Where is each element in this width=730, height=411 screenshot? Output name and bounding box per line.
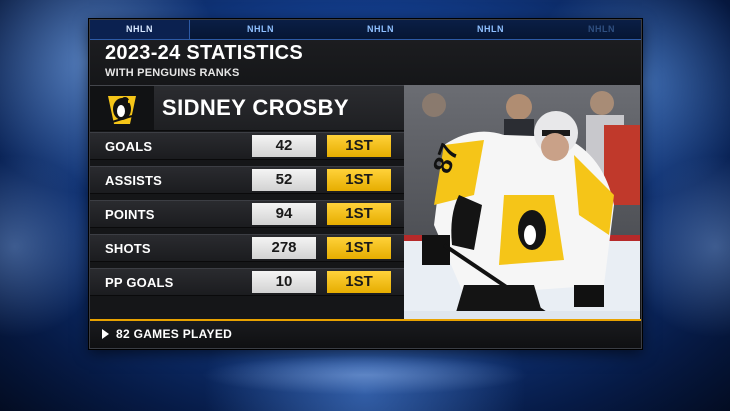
stat-label: SHOTS — [105, 241, 151, 256]
penguins-logo-icon — [108, 96, 136, 124]
network-tab: NHLN — [367, 24, 394, 34]
stat-rank-badge: 1ST — [327, 135, 391, 157]
footer-accent-line — [90, 319, 641, 321]
stat-label: GOALS — [105, 139, 153, 154]
stat-row-pp-goals: PP GOALS 10 1ST — [90, 268, 404, 296]
stat-value: 10 — [252, 271, 316, 293]
stat-value: 52 — [252, 169, 316, 191]
page-title: 2023-24 STATISTICS — [105, 42, 304, 64]
stat-value: 94 — [252, 203, 316, 225]
player-name-bar: SIDNEY CROSBY — [90, 85, 404, 131]
player-name: SIDNEY CROSBY — [162, 95, 349, 120]
stage-light — [200, 355, 530, 395]
network-tab: NHLN — [477, 24, 504, 34]
network-tab: NHLN — [247, 24, 274, 34]
stat-row-shots: SHOTS 278 1ST — [90, 234, 404, 262]
stat-label: PP GOALS — [105, 275, 174, 290]
stat-row-assists: ASSISTS 52 1ST — [90, 166, 404, 194]
network-tab-bar: NHLN NHLN NHLN NHLN NHLN — [90, 20, 641, 40]
games-played-text: 82 GAMES PLAYED — [116, 327, 233, 341]
stat-rank-badge: 1ST — [327, 271, 391, 293]
stat-value: 278 — [252, 237, 316, 259]
player-photo: 87 — [404, 85, 640, 319]
stat-label: POINTS — [105, 207, 155, 222]
stat-rank-badge: 1ST — [327, 203, 391, 225]
play-arrow-icon — [102, 329, 109, 339]
stats-graphic-panel: NHLN NHLN NHLN NHLN NHLN 2023-24 STATIST… — [89, 19, 642, 349]
stat-row-points: POINTS 94 1ST — [90, 200, 404, 228]
team-logo-box — [90, 86, 154, 130]
stat-rank-badge: 1ST — [327, 237, 391, 259]
network-tab: NHLN — [90, 20, 190, 39]
stat-row-goals: GOALS 42 1ST — [90, 132, 404, 160]
stat-rank-badge: 1ST — [327, 169, 391, 191]
player-photo-illustration: 87 — [404, 85, 640, 319]
page-subtitle: WITH PENGUINS RANKS — [105, 67, 240, 79]
network-tab: NHLN — [588, 24, 615, 34]
stat-label: ASSISTS — [105, 173, 163, 188]
stat-value: 42 — [252, 135, 316, 157]
footer-bar: 82 GAMES PLAYED — [90, 321, 641, 348]
